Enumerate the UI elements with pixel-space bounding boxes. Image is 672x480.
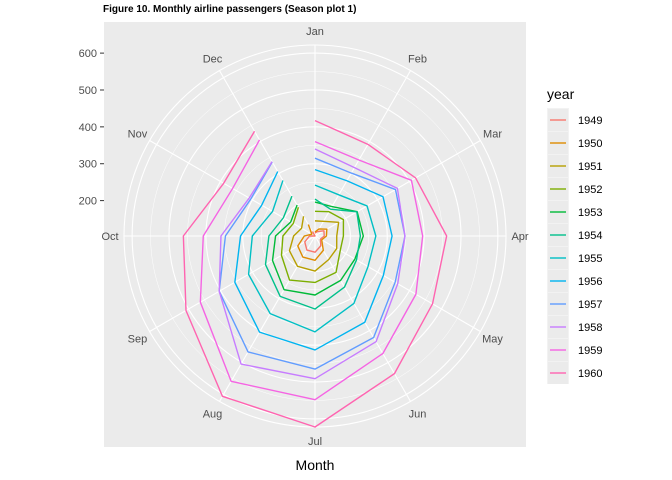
legend-item-1955: 1955	[578, 253, 602, 265]
label-layer: Jan Feb Mar Apr May Jun Jul Aug Sep Oct Nov Dec 200 3…	[79, 26, 529, 448]
legend-item-1953: 1953	[578, 207, 602, 219]
month-label-apr: Apr	[511, 231, 528, 243]
radial-tick-label-300: 300	[79, 159, 97, 171]
series-line-1958	[218, 148, 406, 380]
grid-spoke-aug	[219, 235, 316, 402]
series-line-1959	[199, 139, 424, 401]
grid-spoke-feb	[314, 70, 411, 237]
month-label-aug: Aug	[203, 409, 223, 421]
legend-item-1960: 1960	[578, 368, 602, 380]
grid-spoke-sep	[149, 235, 316, 332]
legend-item-1954: 1954	[578, 230, 602, 242]
legend-item-1957: 1957	[578, 299, 602, 311]
series-line-1956	[234, 168, 393, 351]
series-line-1952	[280, 207, 345, 284]
grid-spoke-dec	[219, 70, 316, 237]
month-label-feb: Feb	[408, 53, 427, 65]
radial-tick-label-600: 600	[79, 48, 97, 60]
legend-item-1959: 1959	[578, 345, 602, 357]
series-line-1960	[182, 119, 448, 428]
month-label-dec: Dec	[203, 53, 223, 65]
legend-item-1950: 1950	[578, 138, 602, 150]
month-label-jan: Jan	[306, 26, 324, 38]
series-layer	[182, 119, 448, 428]
x-axis-label: Month	[296, 457, 335, 473]
month-label-oct: Oct	[101, 231, 118, 243]
legend-item-1952: 1952	[578, 184, 602, 196]
legend-item-1958: 1958	[578, 322, 602, 334]
legend-item-1956: 1956	[578, 276, 602, 288]
radial-tick-label-400: 400	[79, 122, 97, 134]
radial-tick-label-200: 200	[79, 196, 97, 208]
month-label-jul: Jul	[308, 436, 322, 448]
series-line-1950	[297, 224, 328, 262]
legend-item-1949: 1949	[578, 115, 602, 127]
legend: year 1949 1950 1951 1952 1953 1954 1955 1956 195…	[547, 86, 602, 384]
series-line-1957	[218, 157, 406, 370]
month-label-may: May	[482, 334, 503, 346]
month-label-jun: Jun	[409, 409, 427, 421]
series-line-1951	[288, 216, 340, 272]
series-line-1954	[264, 195, 362, 310]
legend-item-1951: 1951	[578, 161, 602, 173]
series-line-1949	[304, 230, 325, 253]
series-line-1955	[247, 180, 377, 333]
legend-title: year	[547, 86, 575, 102]
month-label-sep: Sep	[128, 334, 148, 346]
month-label-nov: Nov	[128, 129, 148, 141]
month-label-mar: Mar	[483, 129, 502, 141]
chart-title: Figure 10. Monthly airline passengers (S…	[103, 4, 357, 15]
radial-tick-label-500: 500	[79, 85, 97, 97]
